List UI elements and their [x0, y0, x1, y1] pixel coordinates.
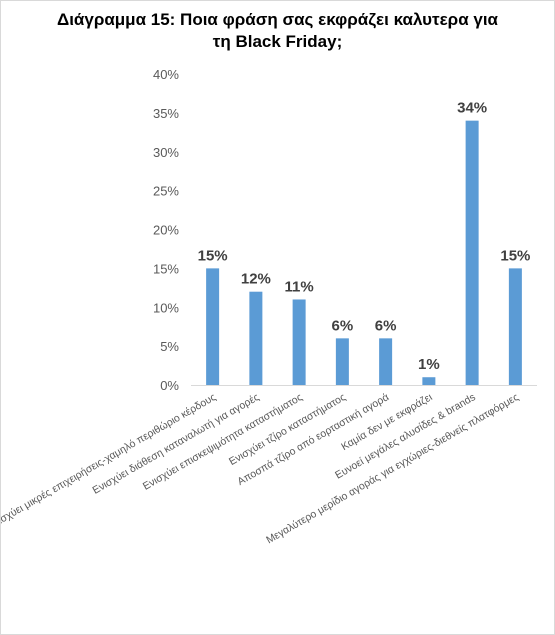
bar[interactable]: [379, 338, 393, 385]
data-label: 6%: [375, 317, 397, 334]
data-label: 11%: [285, 278, 314, 295]
data-label: 15%: [500, 247, 530, 264]
data-label: 1%: [418, 356, 440, 373]
bar[interactable]: [249, 291, 263, 385]
data-label: 15%: [198, 247, 228, 264]
chart-title-line-1: Διάγραμμα 15: Ποια φράση σας εκφράζει κα…: [56, 10, 499, 29]
bar[interactable]: [292, 299, 306, 385]
y-tick-label: 10%: [153, 300, 179, 315]
y-tick-label: 15%: [153, 261, 179, 276]
bar[interactable]: [465, 120, 479, 386]
y-tick-label: 5%: [160, 339, 179, 354]
chart-title: Διάγραμμα 15: Ποια φράση σας εκφράζει κα…: [21, 9, 534, 53]
chart-title-line-2: τη Black Friday;: [212, 32, 343, 51]
data-label: 6%: [332, 317, 354, 334]
y-tick-label: 25%: [153, 184, 179, 199]
y-tick-label: 35%: [153, 106, 179, 121]
y-tick-label: 40%: [153, 67, 179, 82]
y-tick-label: 20%: [153, 223, 179, 238]
y-tick-label: 30%: [153, 145, 179, 160]
data-label: 12%: [241, 271, 271, 288]
bar[interactable]: [508, 268, 522, 385]
x-tick-label: Ενισχύει επισκεψιμότητα καταστήματος: [141, 391, 305, 492]
bar[interactable]: [422, 377, 436, 385]
bar[interactable]: [206, 268, 220, 385]
bar[interactable]: [335, 338, 349, 385]
y-tick-label: 0%: [160, 378, 179, 393]
data-label: 34%: [457, 100, 487, 117]
x-tick-label: Ενισχύει διάθεση καταναλωτή για αγορές: [91, 391, 262, 497]
